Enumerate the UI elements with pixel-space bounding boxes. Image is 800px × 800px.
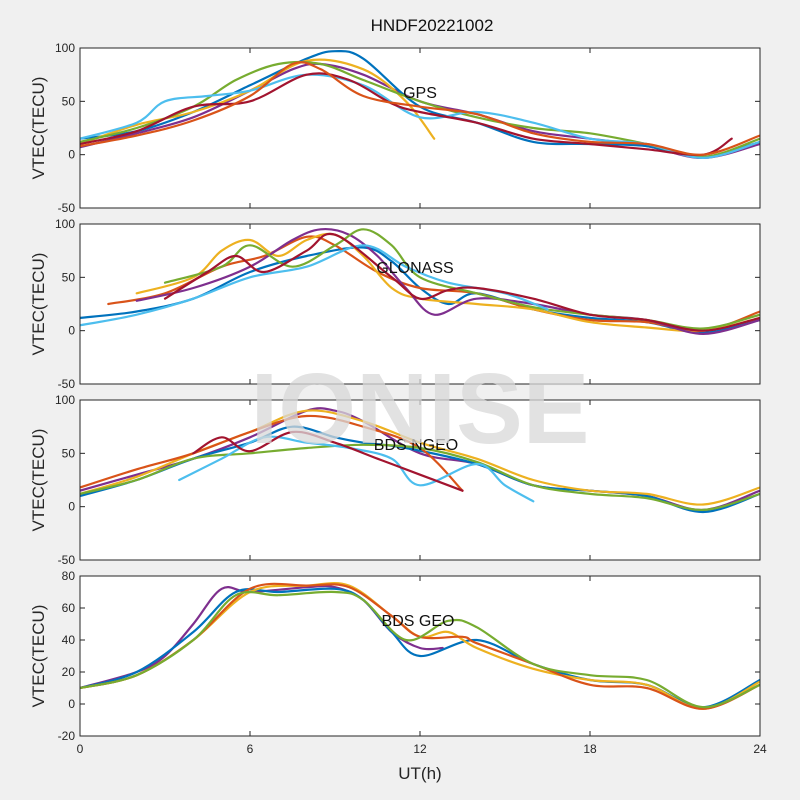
- y-tick-label: 100: [55, 217, 75, 231]
- x-tick-label: 24: [753, 742, 767, 756]
- y-axis-label: VTEC(TECU): [29, 77, 48, 180]
- y-tick-label: 50: [62, 270, 76, 284]
- x-tick-label: 0: [77, 742, 84, 756]
- watermark: IONISE: [251, 353, 590, 465]
- figure-title: HNDF20221002: [371, 16, 494, 35]
- series-line-3: [135, 232, 760, 333]
- series-group: [80, 49, 760, 160]
- constellation-label: GLONASS: [376, 260, 453, 277]
- series-line-7: [192, 430, 464, 492]
- y-tick-label: 80: [62, 569, 76, 583]
- plot-area: [80, 400, 760, 560]
- y-tick-label: 40: [62, 633, 76, 647]
- y-axis-label: VTEC(TECU): [29, 429, 48, 532]
- y-tick-label: -50: [58, 201, 76, 215]
- subplots: -50 0 50 100 VTEC(TECU) GPS -50 0 50 100 VTEC(TECU…: [29, 41, 767, 756]
- x-tick-label: 18: [583, 742, 597, 756]
- y-tick-label: 60: [62, 601, 76, 615]
- y-tick-label: -50: [58, 377, 76, 391]
- series-line-6: [178, 435, 535, 503]
- y-tick-label: -20: [58, 729, 76, 743]
- constellation-label: BDS NGEO: [374, 437, 458, 454]
- y-tick-label: 50: [62, 94, 76, 108]
- series-group: [80, 407, 760, 514]
- y-tick-label: 100: [55, 41, 75, 55]
- y-tick-label: 0: [68, 324, 75, 338]
- y-tick-label: 20: [62, 665, 76, 679]
- series-line-5: [80, 443, 760, 512]
- constellation-label: BDS GEO: [382, 613, 455, 630]
- plot-area: [80, 48, 760, 208]
- x-tick-label: 6: [247, 742, 254, 756]
- series-line-4: [80, 414, 464, 492]
- y-tick-label: 50: [62, 446, 76, 460]
- series-line-7: [163, 232, 760, 332]
- y-axis-label: VTEC(TECU): [29, 605, 48, 708]
- series-group: [80, 581, 760, 710]
- subplot-1: -50 0 50 100 VTEC(TECU) GPS: [29, 41, 761, 215]
- subplot-3: -50 0 50 100 VTEC(TECU) BDS NGEO: [29, 393, 761, 567]
- y-tick-label: 0: [68, 500, 75, 514]
- constellation-label: GPS: [403, 85, 437, 102]
- y-axis-label: VTEC(TECU): [29, 253, 48, 356]
- x-tick-label: 12: [413, 742, 427, 756]
- y-tick-label: 0: [68, 697, 75, 711]
- series-line-6: [80, 72, 733, 157]
- x-axis-label: UT(h): [398, 764, 441, 783]
- y-tick-label: 0: [68, 148, 75, 162]
- y-tick-label: 100: [55, 393, 75, 407]
- series-line-5: [80, 590, 760, 709]
- subplot-2: -50 0 50 100 VTEC(TECU) GLONASS: [29, 217, 761, 391]
- y-tick-label: -50: [58, 553, 76, 567]
- series-group: [80, 227, 760, 335]
- series-line-7: [80, 61, 760, 156]
